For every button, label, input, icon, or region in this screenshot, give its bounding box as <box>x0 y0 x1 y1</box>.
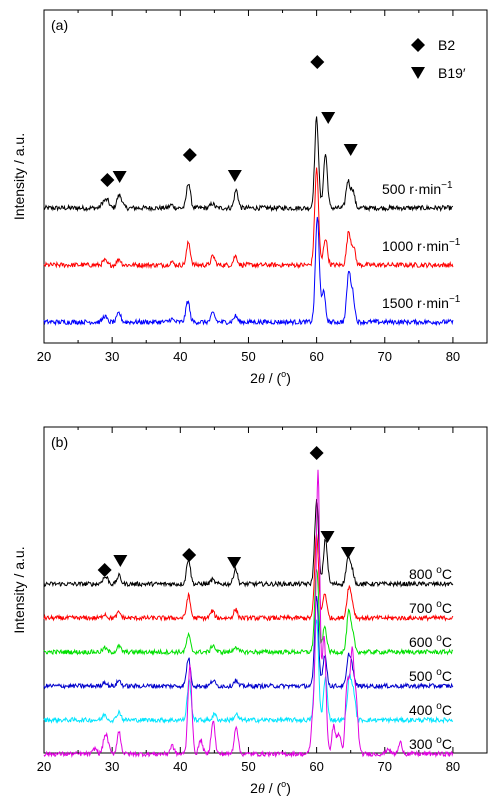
series-label: 400 oC <box>409 701 452 718</box>
panel-label: (b) <box>51 434 68 450</box>
series-label: 700 oC <box>409 599 452 616</box>
b19-marker <box>340 547 355 559</box>
b19-marker <box>320 531 335 543</box>
x-axis-label: 2θ / (o) <box>250 779 291 797</box>
series-label: 800 oC <box>409 565 452 582</box>
x-tick-label: 80 <box>446 759 460 774</box>
legend-b19-marker <box>411 67 425 79</box>
b2-marker <box>97 563 112 577</box>
y-axis-label: Intensity / a.u. <box>11 546 27 633</box>
x-tick-label: 20 <box>37 349 51 364</box>
b19-marker <box>343 144 358 156</box>
series-line <box>43 498 454 588</box>
series-line <box>43 469 454 759</box>
series-label: 500 oC <box>409 667 452 684</box>
x-tick-label: 30 <box>105 759 119 774</box>
x-tick-label: 80 <box>446 349 460 364</box>
x-tick-label: 70 <box>378 759 392 774</box>
panel-label: (a) <box>51 17 68 33</box>
b2-marker <box>100 173 115 187</box>
b19-marker <box>113 555 128 567</box>
b19-marker <box>227 170 242 182</box>
x-tick-label: 40 <box>173 349 187 364</box>
x-tick-label: 70 <box>378 349 392 364</box>
b2-marker <box>310 55 325 69</box>
series-label: 1500 r·min−1 <box>382 294 461 311</box>
series-line <box>43 533 454 623</box>
b2-marker <box>309 446 324 460</box>
plot-frame <box>43 9 488 344</box>
series-line <box>43 596 454 691</box>
legend-label: B2 <box>438 37 455 53</box>
b19-marker <box>227 557 242 569</box>
chart-panel-b: 20 30 40 50 60 70 80 2θ / (o) Intensity / a.u. (b… <box>11 426 488 797</box>
series-line <box>43 216 454 327</box>
x-tick-label: 20 <box>37 759 51 774</box>
x-tick-label: 30 <box>105 349 119 364</box>
plot-frame <box>43 426 488 754</box>
x-tick-label: 40 <box>173 759 187 774</box>
chart-panel-a: 20 30 40 50 60 70 80 2θ / (o) Intensity / a.u. (a… <box>11 9 488 387</box>
series-line <box>43 619 454 725</box>
x-tick-label: 60 <box>309 349 323 364</box>
series-label: 300 oC <box>409 735 452 752</box>
x-tick-label: 60 <box>309 759 323 774</box>
x-tick-label: 50 <box>241 349 255 364</box>
legend-b2-marker <box>411 38 425 52</box>
b19-marker <box>321 112 336 124</box>
b2-marker <box>182 548 197 562</box>
y-axis-label: Intensity / a.u. <box>11 133 27 220</box>
series-label: 600 oC <box>409 633 452 650</box>
series-label: 1000 r·min−1 <box>382 237 461 254</box>
series-line <box>43 569 454 656</box>
x-tick-label: 50 <box>241 759 255 774</box>
series-label: 500 r·min−1 <box>382 180 453 197</box>
b19-marker <box>112 171 127 183</box>
series-line <box>43 167 454 270</box>
b2-marker <box>182 148 197 162</box>
series-line <box>43 116 454 213</box>
x-axis-label: 2θ / (o) <box>250 369 291 387</box>
legend-label: B19′ <box>438 65 466 81</box>
